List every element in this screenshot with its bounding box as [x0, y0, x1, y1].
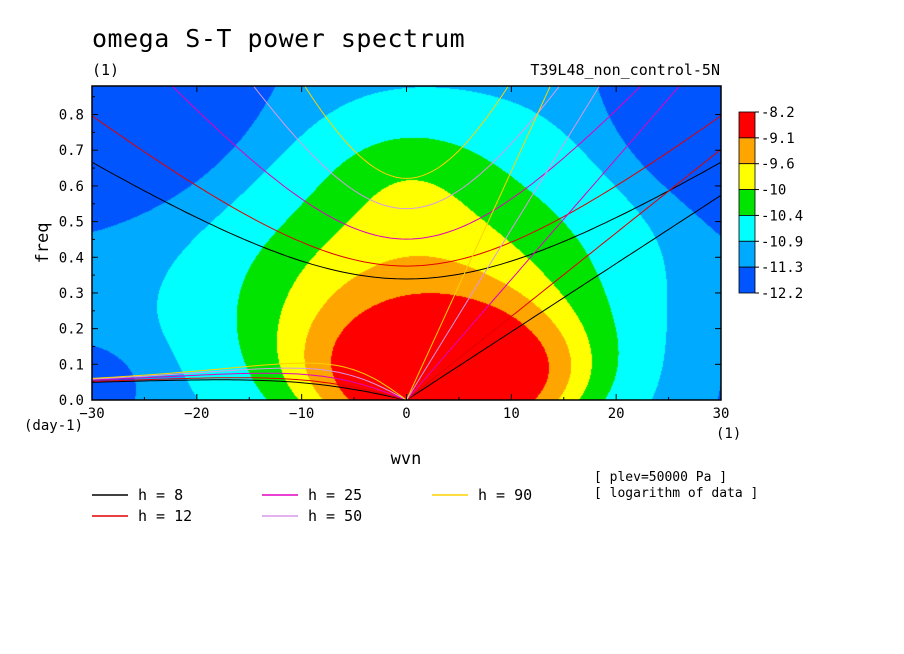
colorbar-swatch	[738, 163, 756, 190]
chart-subtitle-left: (1)	[92, 61, 119, 79]
kelvin-wave-curve	[406, 148, 721, 400]
x-axis: −30 −20 −10 0 10 20 30	[79, 86, 729, 422]
y-tick-label: 0.8	[59, 108, 84, 124]
colorbar-label: -8.2	[761, 105, 795, 121]
colorbar-label: -9.6	[761, 157, 795, 173]
y-tick-label: 0.4	[59, 250, 84, 266]
y-tick-label: 0.7	[59, 143, 84, 159]
gravity-wave-curve	[171, 86, 642, 240]
colorbar-swatch	[738, 240, 756, 268]
colorbar-label: -10	[761, 183, 786, 199]
colorbar: -8.2 -9.1 -9.6 -10 -10.4 -10.9 -11.3 -12.2	[738, 105, 803, 302]
colorbar-label: -10.4	[761, 208, 803, 224]
colorbar-label: -9.1	[761, 131, 795, 147]
rossby-wave-curve	[92, 372, 407, 400]
legend-label: h = 12	[138, 507, 192, 525]
kelvin-wave-curve	[406, 194, 721, 400]
rossby-wave-curve	[92, 377, 407, 400]
x-tick-label: −20	[184, 406, 209, 422]
legend-label: h = 8	[138, 486, 183, 504]
y-axis: 0.0 0.1 0.2 0.3 0.4 0.5 0.6 0.7 0.8	[59, 96, 721, 409]
y-axis-label: freq	[33, 223, 53, 264]
gravity-wave-curve	[92, 115, 721, 267]
rossby-wave-curve	[92, 379, 407, 400]
chart-subtitle-right: T39L48_non_control-5N	[530, 61, 720, 79]
note-logarithm: [ logarithm of data ]	[594, 486, 758, 501]
colorbar-swatch	[738, 215, 756, 242]
kelvin-wave-curve	[406, 86, 681, 400]
kelvin-wave-curve	[406, 86, 601, 400]
y-unit-label: (day-1)	[24, 418, 83, 434]
x-tick-label: −30	[79, 406, 104, 422]
y-tick-label: 0.6	[59, 179, 84, 195]
x-tick-label: 20	[608, 406, 625, 422]
legend-label: h = 90	[478, 486, 532, 504]
y-tick-label: 0.3	[59, 286, 84, 302]
y-tick-label: 0.0	[59, 393, 84, 409]
rossby-wave-curve	[92, 367, 407, 400]
power-spectrum-raster	[92, 86, 721, 400]
x-tick-label: 0	[402, 406, 410, 422]
legend: h = 8 h = 12 h = 25 h = 50 h = 90	[92, 486, 532, 525]
x-tick-label: −10	[289, 406, 314, 422]
x-tick-label: 10	[503, 406, 520, 422]
dispersion-curves	[92, 86, 721, 400]
y-tick-label: 0.2	[59, 322, 84, 338]
x-axis-label: wvn	[391, 449, 422, 469]
y-tick-label: 0.1	[59, 357, 84, 373]
colorbar-label: -10.9	[761, 234, 803, 250]
chart-title: omega S-T power spectrum	[92, 24, 465, 53]
colorbar-swatch	[738, 111, 756, 139]
note-plev: [ plev=50000 Pa ]	[594, 470, 727, 485]
legend-label: h = 50	[308, 507, 362, 525]
colorbar-swatch	[738, 137, 756, 165]
power-spectrum-field	[92, 86, 721, 400]
colorbar-label: -11.3	[761, 260, 803, 276]
gravity-wave-curve	[92, 161, 721, 280]
kelvin-wave-curve	[406, 86, 551, 400]
legend-label: h = 25	[308, 486, 362, 504]
gravity-wave-curve	[304, 86, 509, 179]
colorbar-swatch	[738, 189, 756, 216]
colorbar-swatch	[738, 266, 756, 294]
colorbar-label: -12.2	[761, 286, 803, 302]
gravity-wave-curve	[252, 86, 561, 210]
x-tick-label: 30	[713, 406, 730, 422]
rossby-wave-curve	[92, 362, 407, 400]
x-unit-label: (1)	[716, 426, 741, 442]
y-tick-label: 0.5	[59, 215, 84, 231]
